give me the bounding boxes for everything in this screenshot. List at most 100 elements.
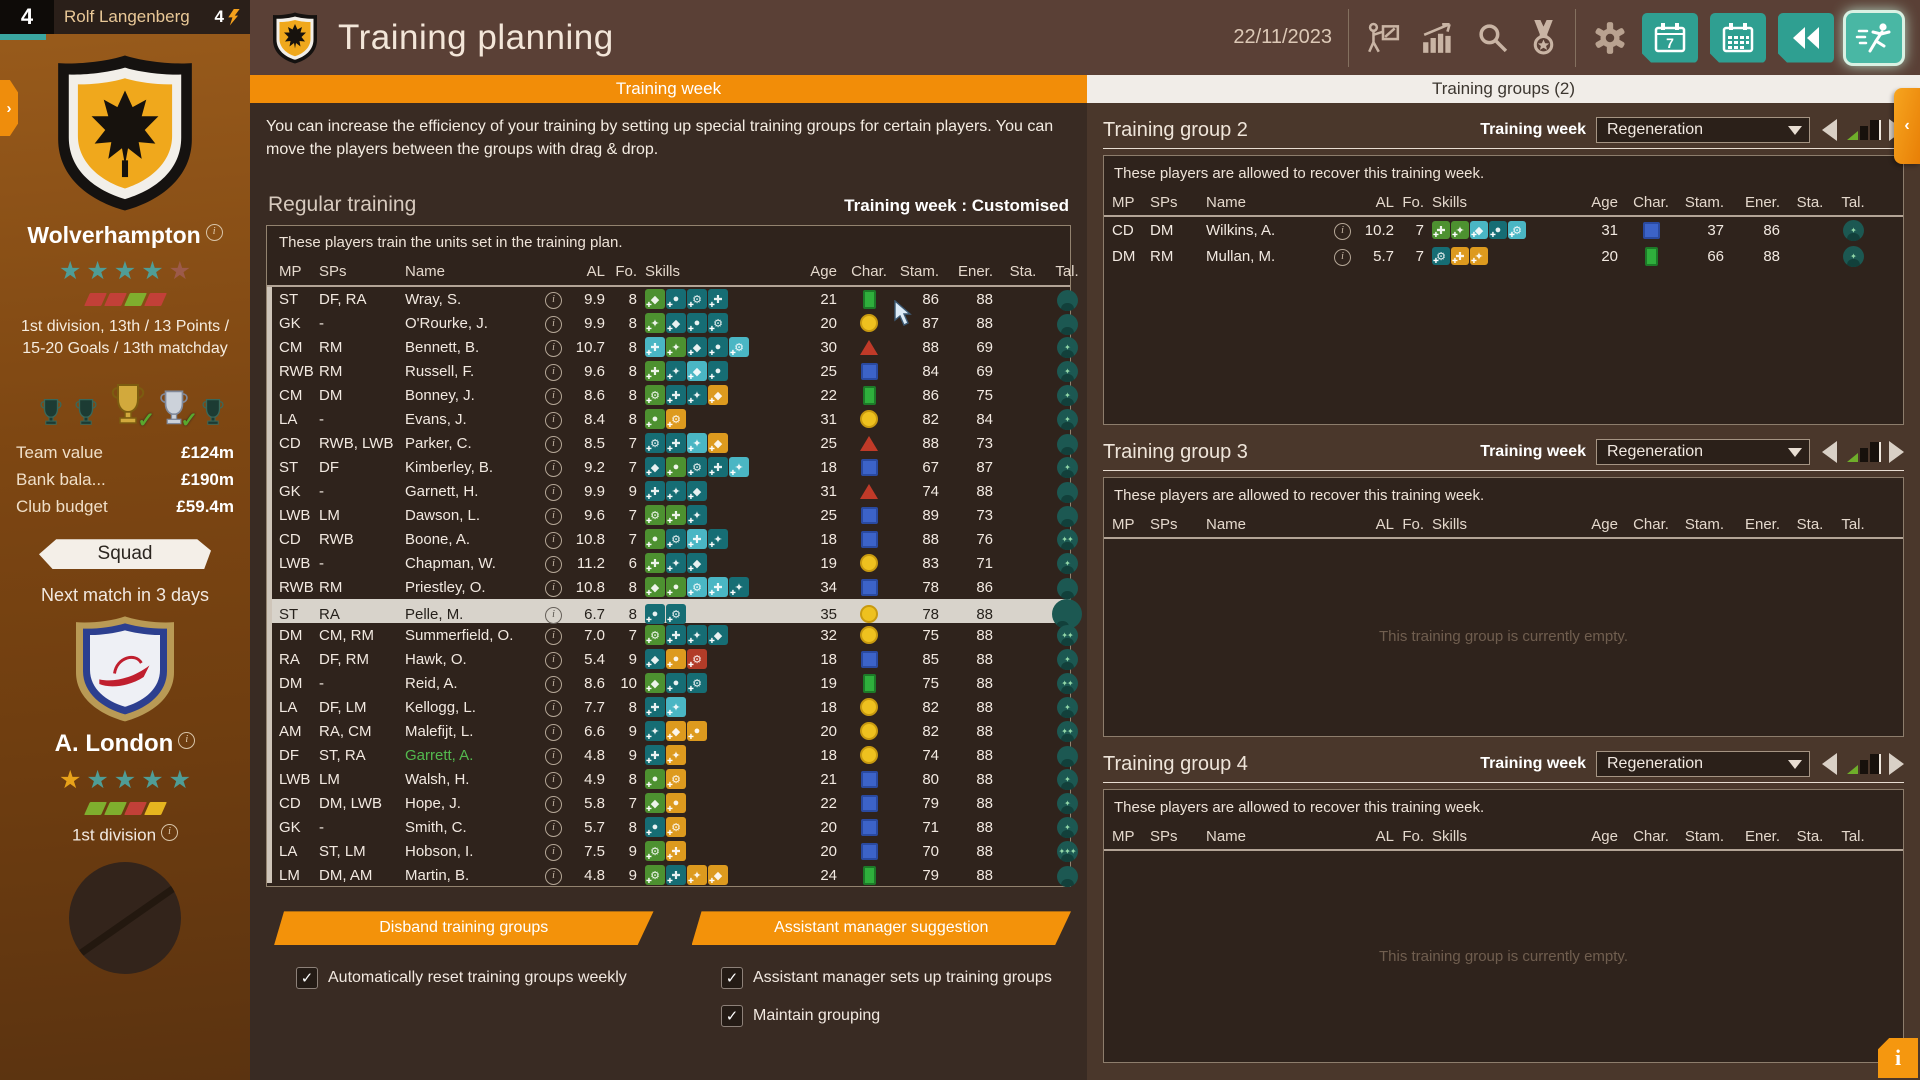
player-main-position: AM [279,722,302,740]
player-info-icon[interactable]: i [545,577,569,598]
player-info-icon[interactable]: i [545,481,569,502]
player-energy: 71 [976,554,993,572]
player-form-value: 8 [628,386,637,404]
assistant-suggestion-button[interactable]: Assistant manager suggestion [692,911,1072,945]
training-week-select[interactable]: Regeneration [1596,751,1810,777]
player-info-icon[interactable]: i [545,793,569,814]
disband-groups-button[interactable]: Disband training groups [274,911,654,945]
opponent-info-icon[interactable]: i [178,732,196,750]
player-info-icon[interactable]: i [545,604,569,625]
opponent-badge[interactable] [0,614,250,726]
column-header-fo: Fo. [1402,827,1424,845]
player-row[interactable]: DF ST, RA Garrett, A. i 4.8 9 ✚✦ 18 74 88 [267,743,1078,768]
medal-icon[interactable] [1528,20,1559,55]
player-row[interactable]: ST DF, RA Wray, S. i 9.9 8 ◆●⚙✚ 21 86 88 [267,287,1078,312]
training-week-select[interactable]: Regeneration [1596,439,1810,465]
player-info-icon[interactable]: i [545,337,569,358]
player-info-icon[interactable]: i [545,817,569,838]
player-age: 31 [820,410,837,428]
rewind-button[interactable] [1778,12,1834,63]
player-info-icon[interactable]: i [545,529,569,550]
stats-icon[interactable] [1421,22,1457,54]
opponent-division-info-icon[interactable]: i [161,824,179,842]
training-week-select[interactable]: Regeneration [1596,117,1810,143]
player-row[interactable]: CD RWB Boone, A. i 10.8 7 ●⚙✚✦ 18 88 76 ✦✦ [267,527,1078,551]
prev-week-arrow-icon[interactable] [1822,753,1837,775]
calendar-week-button[interactable]: 7 [1642,12,1698,63]
player-row[interactable]: ST RA Pelle, M. i 6.7 8 ●⚙ 35 78 88 [267,599,1082,630]
player-row[interactable]: DM CM, RM Summerfield, O. i 7.0 7 ⚙✚✦◆ 32 75 88 ✦✦ [267,623,1078,647]
player-info-icon[interactable]: i [545,433,569,454]
player-form-value: 7 [628,506,637,524]
player-info-icon[interactable]: i [545,865,569,886]
next-week-arrow-icon[interactable] [1889,753,1904,775]
player-row[interactable]: GK- Garnett, H. i 9.9 9 ✚✦◆ 31 74 88 [267,479,1078,504]
player-row[interactable]: CD DM, LWB Hope, J. i 5.8 7 ◆● 22 79 88 ✦ [267,791,1078,815]
player-info-icon[interactable]: i [545,745,569,766]
squad-button[interactable]: Squad [39,539,211,570]
training-week-label: Training week [1480,443,1586,460]
prev-week-arrow-icon[interactable] [1822,441,1837,463]
prev-week-arrow-icon[interactable] [1822,119,1837,141]
player-info-icon[interactable]: i [545,649,569,670]
club-badge[interactable] [0,54,250,212]
table-scrollbar[interactable] [267,287,272,884]
player-info-icon[interactable]: i [545,289,569,310]
player-info-icon[interactable]: i [545,553,569,574]
column-header-al: AL [1375,193,1394,211]
player-row[interactable]: LA ST, LM Hobson, I. i 7.5 9 ⚙✚ 20 70 88 ✦✦✦ [267,839,1078,863]
checkbox-2[interactable]: ✓ Assistant manager sets up training grou… [721,967,1071,990]
checkbox-1[interactable]: ✓ Automatically reset training groups wee… [296,967,721,990]
presenter-icon[interactable] [1365,22,1401,54]
player-row[interactable]: RWB RM Priestley, O. i 10.8 8 ◆●⚙✚✦ 34 78 86 [267,575,1078,600]
player-row[interactable]: LWB LM Dawson, L. i 9.6 7 ⚙✚✦ 25 89 73 [267,503,1078,528]
player-info-icon[interactable]: i [1334,220,1358,240]
sidebar-expand-tab[interactable]: › [0,80,18,136]
player-info-icon[interactable]: i [545,625,569,646]
player-age: 32 [820,626,837,644]
info-corner-button[interactable]: i [1878,1038,1918,1078]
player-row[interactable]: GK- Smith, C. i 5.7 8 ●⚙ 20 71 88 ✦ [267,815,1078,839]
panel-collapse-tab[interactable]: ‹ [1894,88,1920,164]
player-info-icon[interactable]: i [545,385,569,406]
player-info-icon[interactable]: i [545,841,569,862]
tab-training-week[interactable]: Training week [250,75,1087,103]
player-info-icon[interactable]: i [545,769,569,790]
player-info-icon[interactable]: i [545,721,569,742]
club-info-icon[interactable]: i [205,224,223,242]
next-week-arrow-icon[interactable] [1889,441,1904,463]
calendar-month-button[interactable] [1710,12,1766,63]
player-info-icon[interactable]: i [545,697,569,718]
player-row[interactable]: LA - Evans, J. i 8.4 8 ●⚙ 31 82 84 ✦ [267,407,1078,431]
tab-training-groups[interactable]: Training groups (2) [1087,75,1920,103]
player-row[interactable]: LM DM, AM Martin, B. i 4.8 9 ⚙✚✦◆ 24 79 88 [267,863,1078,888]
player-info-icon[interactable]: i [545,505,569,526]
skill-tile-icon: ✦ [666,553,686,574]
player-info-icon[interactable]: i [545,409,569,430]
checkbox-3[interactable]: ✓ Maintain grouping [721,1005,1071,1028]
player-info-icon[interactable]: i [545,673,569,694]
manager-name-bar[interactable]: Rolf Langenberg 4 [54,0,250,34]
gear-icon[interactable] [1592,20,1628,56]
player-info-icon[interactable]: i [545,313,569,334]
player-info-icon[interactable]: i [1334,246,1358,266]
player-info-icon[interactable]: i [545,361,569,382]
player-row[interactable]: AM RA, CM Malefijt, L. i 6.6 9 ✦◆● 20 82 88 ✦✦ [267,719,1078,743]
player-row[interactable]: LWB LM Walsh, H. i 4.9 8 ●⚙ 21 80 88 ✦ [267,767,1078,791]
player-info-icon[interactable]: i [545,457,569,478]
player-row[interactable]: DM- Reid, A. i 8.6 10 ◆●⚙ 19 75 88 ✦✦ [267,671,1078,695]
continue-run-button[interactable] [1846,12,1902,63]
player-row[interactable]: GK- O'Rourke, J. i 9.9 8 ✦◆●⚙ 20 87 88 [267,311,1078,336]
player-row[interactable]: CD RWB, LWB Parker, C. i 8.5 7 ⚙✚✦◆ 25 88 73 [267,431,1078,456]
player-age: 35 [820,605,837,623]
player-row[interactable]: RA DF, RM Hawk, O. i 5.4 9 ◆●⚙ 18 85 88 ✦ [267,647,1078,671]
search-icon[interactable] [1477,22,1508,53]
